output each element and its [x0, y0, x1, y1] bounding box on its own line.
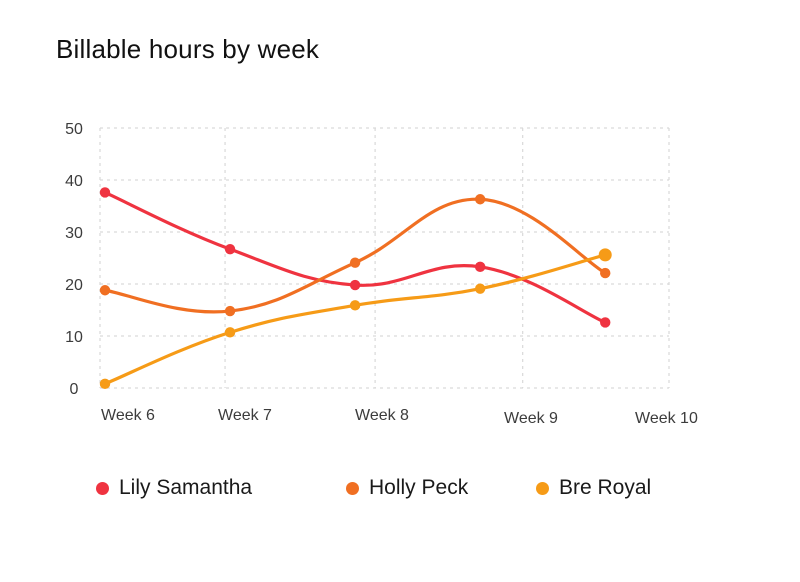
legend-item-holly-peck[interactable]: Holly Peck: [346, 476, 468, 500]
chart-legend: Lily Samantha Holly Peck Bre Royal: [96, 476, 756, 506]
y-tick-label-50: 50: [65, 121, 83, 138]
x-axis-tick-labels: Week 6 Week 7 Week 8 Week 9 Week 10: [101, 407, 698, 427]
y-tick-label-0: 0: [70, 381, 79, 398]
point-lily-samantha-3[interactable]: [474, 261, 486, 273]
point-bre-royal-3[interactable]: [474, 283, 486, 294]
point-bre-royal-2[interactable]: [349, 300, 361, 311]
y-tick-label-20: 20: [65, 277, 83, 294]
point-holly-peck-3[interactable]: [474, 194, 486, 205]
series-line-holly-peck: [103, 197, 607, 314]
legend-swatch-lily-samantha: [96, 481, 109, 495]
x-tick-label-week-9: Week 9: [504, 410, 558, 427]
point-lily-samantha-0[interactable]: [99, 187, 111, 198]
y-tick-label-30: 30: [65, 225, 83, 242]
point-holly-peck-4[interactable]: [600, 267, 611, 279]
legend-item-lily-samantha[interactable]: Lily Samantha: [96, 476, 252, 500]
legend-item-bre-royal[interactable]: Bre Royal: [536, 476, 651, 500]
point-lily-samantha-4[interactable]: [600, 317, 611, 328]
series-points: [99, 187, 612, 390]
point-bre-royal-0[interactable]: [99, 378, 111, 390]
legend-label-lily-samantha: Lily Samantha: [119, 476, 253, 499]
x-tick-label-week-8: Week 8: [355, 407, 409, 424]
point-holly-peck-1[interactable]: [224, 305, 236, 317]
y-tick-label-40: 40: [65, 173, 83, 190]
x-tick-label-week-10: Week 10: [635, 410, 698, 427]
legend-label-holly-peck: Holly Peck: [369, 476, 469, 499]
series-line-bre-royal: [103, 253, 607, 386]
point-bre-royal-4[interactable]: [598, 248, 612, 262]
point-bre-royal-1[interactable]: [224, 327, 236, 338]
point-lily-samantha-2[interactable]: [349, 279, 361, 291]
y-axis-tick-labels: 0 10 20 30 40 50: [65, 121, 83, 398]
legend-swatch-bre-royal: [536, 481, 549, 495]
chart-title: Billable hours by week: [56, 34, 320, 64]
x-tick-label-week-7: Week 7: [218, 407, 272, 424]
point-holly-peck-0[interactable]: [99, 285, 111, 296]
x-tick-label-week-6: Week 6: [101, 407, 155, 424]
grid-lines: [99, 127, 670, 389]
legend-label-bre-royal: Bre Royal: [559, 476, 652, 499]
point-lily-samantha-1[interactable]: [224, 243, 236, 255]
y-tick-label-10: 10: [65, 329, 83, 346]
legend-swatch-holly-peck: [346, 481, 359, 495]
point-holly-peck-2[interactable]: [349, 257, 361, 268]
